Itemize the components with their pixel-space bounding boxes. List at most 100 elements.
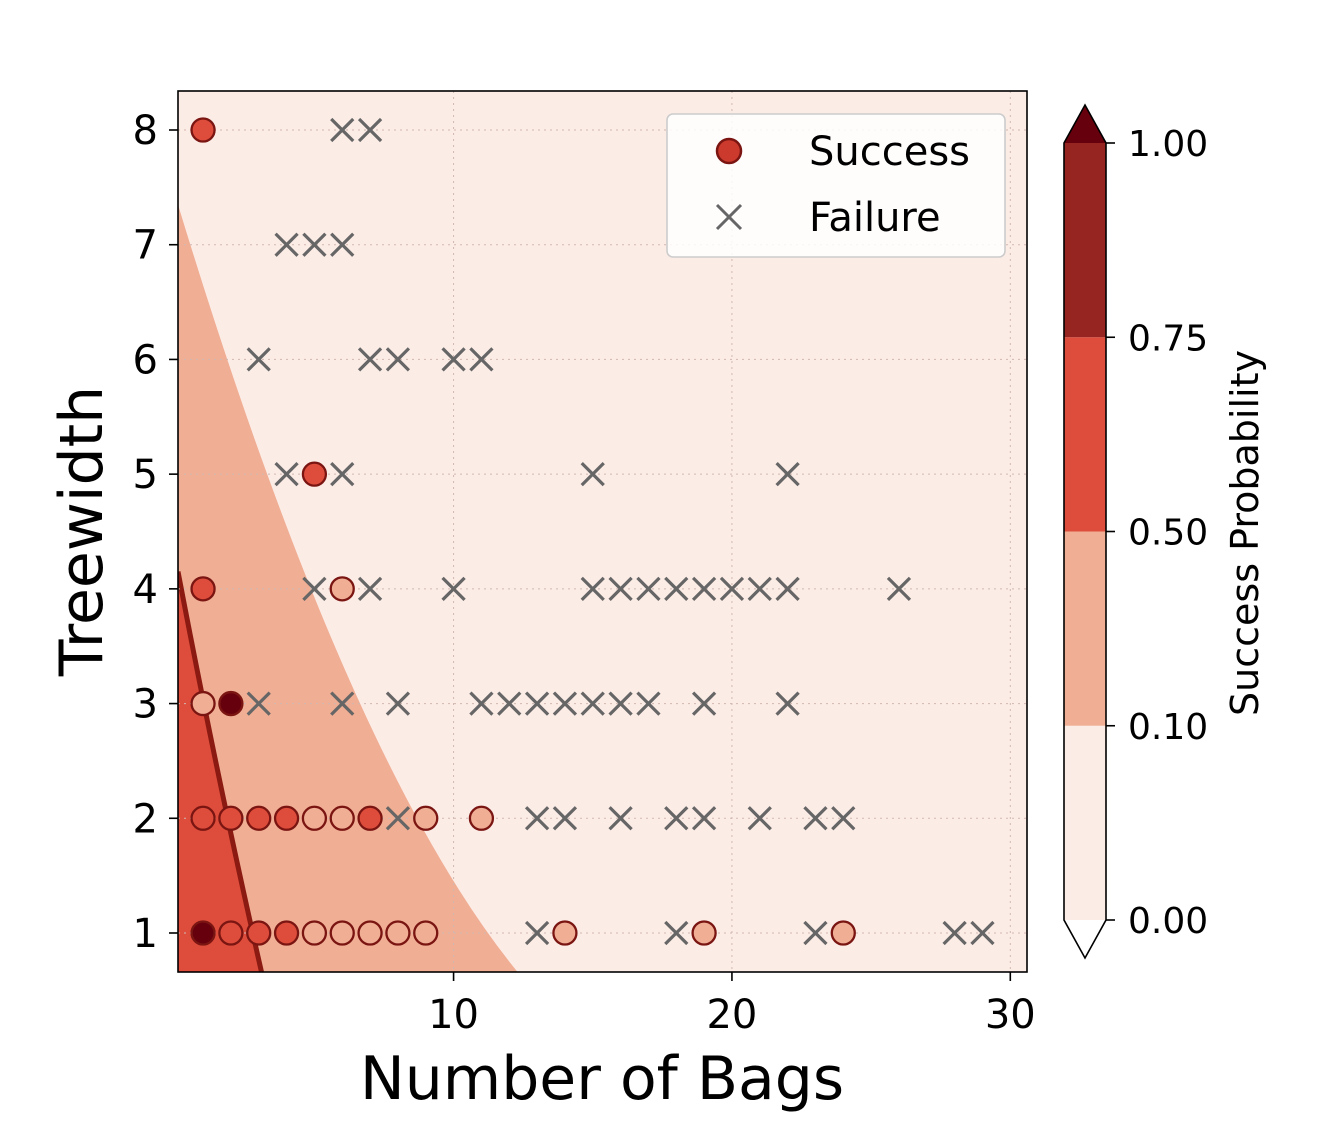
failure-marker xyxy=(691,691,717,716)
success-marker xyxy=(190,690,216,717)
success-marker xyxy=(552,920,578,946)
success-marker xyxy=(301,920,328,946)
colorbar-tick-label: 1.00 xyxy=(1128,124,1208,165)
failure-marker xyxy=(747,576,772,601)
failure-marker xyxy=(246,347,271,372)
success-marker xyxy=(218,690,244,717)
failure-marker xyxy=(636,691,661,716)
failure-marker xyxy=(469,347,494,372)
legend-box xyxy=(666,113,1006,258)
legend: Success Failure xyxy=(666,113,1006,258)
colorbar-segment xyxy=(1064,531,1106,726)
failure-marker xyxy=(524,691,550,716)
y-axis-ticks: 1 2 3 4 5 6 7 8 xyxy=(133,108,178,957)
probability-boundary-line xyxy=(178,571,264,972)
success-marker xyxy=(301,461,328,487)
colorbar-segment xyxy=(1064,337,1106,532)
failure-marker xyxy=(803,806,828,831)
legend-failure-label: Failure xyxy=(809,195,941,241)
success-marker xyxy=(413,805,439,831)
failure-marker xyxy=(831,806,856,831)
failure-marker xyxy=(246,691,271,716)
legend-failure-marker xyxy=(715,203,743,231)
failure-marker xyxy=(274,232,299,257)
y-tick-label: 1 xyxy=(133,911,158,957)
colorbar-segment xyxy=(1064,725,1106,920)
colorbar-extend-max xyxy=(1064,105,1106,143)
success-marker xyxy=(468,805,495,831)
failure-points xyxy=(246,117,995,946)
failure-marker xyxy=(608,691,633,716)
x-tick-label: 30 xyxy=(985,992,1036,1038)
failure-marker xyxy=(691,576,717,601)
y-tick-label: 3 xyxy=(133,682,158,728)
colorbar-extend-min xyxy=(1064,920,1106,958)
failure-marker xyxy=(357,117,383,143)
failure-marker xyxy=(524,920,550,946)
colorbar-ticks: 0.00 0.10 0.50 0.75 1.00 xyxy=(1106,124,1208,942)
failure-marker xyxy=(357,347,383,372)
failure-marker xyxy=(664,806,689,831)
success-marker xyxy=(329,920,355,946)
y-tick-label: 7 xyxy=(133,223,158,269)
x-tick-label: 10 xyxy=(428,992,479,1038)
x-tick-label: 20 xyxy=(706,992,757,1038)
failure-marker xyxy=(330,691,355,716)
failure-marker xyxy=(385,691,411,716)
success-marker xyxy=(190,117,216,143)
y-tick-label: 6 xyxy=(133,337,158,383)
failure-marker xyxy=(330,232,355,257)
success-marker xyxy=(273,920,300,946)
success-marker xyxy=(329,805,355,831)
y-tick-label: 8 xyxy=(133,108,158,154)
success-points xyxy=(190,117,856,946)
failure-marker xyxy=(719,576,745,601)
success-marker xyxy=(830,920,856,946)
success-marker xyxy=(273,805,300,831)
failure-marker xyxy=(497,691,522,716)
success-marker xyxy=(691,920,717,946)
failure-marker xyxy=(608,576,633,601)
failure-marker xyxy=(664,920,689,946)
failure-marker xyxy=(803,920,828,946)
failure-marker xyxy=(469,691,494,716)
success-marker xyxy=(190,805,216,831)
colorbar-segment xyxy=(1064,143,1106,338)
colorbar-tick-label: 0.75 xyxy=(1128,318,1208,359)
failure-marker xyxy=(664,576,689,601)
y-tick-label: 5 xyxy=(133,452,158,498)
failure-marker xyxy=(886,576,912,601)
y-tick-label: 2 xyxy=(133,796,158,842)
probability-region-10-50 xyxy=(178,204,518,972)
colorbar-tick-label: 0.10 xyxy=(1128,707,1208,748)
colorbar-tick-label: 0.00 xyxy=(1128,901,1208,942)
failure-marker xyxy=(357,576,383,601)
success-marker xyxy=(246,805,272,831)
success-marker xyxy=(385,920,411,946)
failure-marker xyxy=(580,576,605,601)
success-marker xyxy=(190,576,216,602)
legend-success-label: Success xyxy=(809,129,970,175)
x-axis-ticks: 10 20 30 xyxy=(428,972,1036,1038)
failure-marker xyxy=(552,691,578,716)
failure-marker xyxy=(385,347,411,372)
success-marker xyxy=(413,920,439,946)
colorbar: 0.00 0.10 0.50 0.75 1.00 Success Probability xyxy=(1063,103,1267,960)
success-marker xyxy=(218,805,244,831)
failure-marker xyxy=(691,806,717,831)
legend-success-marker xyxy=(715,137,743,165)
success-marker xyxy=(357,805,383,831)
failure-marker xyxy=(524,806,550,831)
failure-marker xyxy=(970,920,995,946)
failure-marker xyxy=(441,347,466,372)
failure-marker xyxy=(330,117,355,143)
x-axis-label: Number of Bags xyxy=(360,1044,844,1114)
success-marker xyxy=(357,920,383,946)
success-marker xyxy=(329,576,355,602)
failure-marker xyxy=(552,806,578,831)
y-tick-label: 4 xyxy=(133,567,158,613)
failure-marker xyxy=(636,576,661,601)
failure-marker xyxy=(330,462,355,487)
failure-marker xyxy=(775,462,800,487)
